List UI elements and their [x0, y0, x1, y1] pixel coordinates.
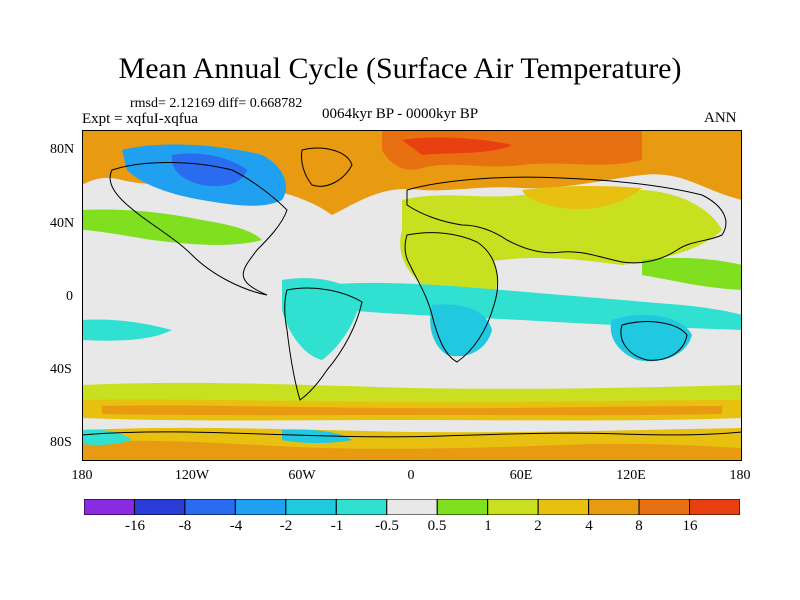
lon-label-120e: 120E — [616, 468, 646, 483]
colorbar-label: -1 — [330, 518, 344, 534]
coastline-greenland — [301, 147, 353, 187]
coastline-eurasia — [406, 176, 727, 264]
lon-label-180w: 180 — [71, 468, 93, 483]
colorbar-swatch — [285, 499, 337, 515]
colorbar-label: 16 — [682, 518, 698, 534]
chart-title: Mean Annual Cycle (Surface Air Temperatu… — [118, 52, 682, 85]
colorbar-label: 1 — [484, 518, 492, 534]
colorbar-swatch — [184, 499, 236, 515]
colorbar-swatch — [386, 499, 438, 515]
colorbar-swatch — [335, 499, 388, 515]
coastline-africa — [404, 232, 499, 363]
colorbar-label: 8 — [635, 518, 643, 534]
coastline-north-america — [109, 162, 288, 296]
southern-ocean-hot-band — [102, 405, 722, 416]
lat-label-0: 0 — [66, 289, 73, 304]
colorbar-label: -2 — [279, 518, 293, 534]
season-label: ANN — [704, 110, 737, 126]
stats-text: rmsd= 2.12169 diff= 0.668782 — [130, 96, 303, 111]
lon-label-60w: 60W — [288, 468, 316, 483]
pacific-cool-region — [82, 319, 172, 341]
colorbar-swatch — [487, 499, 539, 515]
map-frame — [82, 130, 742, 461]
canada-deep-cool-region — [171, 153, 247, 187]
lat-label-40n: 40N — [50, 216, 75, 231]
colorbar-swatch — [689, 499, 740, 515]
lon-label-180e: 180 — [729, 468, 751, 483]
colorbar-label: 0.5 — [427, 518, 447, 534]
australia-cool-region — [610, 315, 692, 362]
lon-label-60e: 60E — [509, 468, 533, 483]
asia-orange-region — [522, 185, 642, 210]
colorbar-swatch — [84, 499, 135, 515]
lon-label-120w: 120W — [174, 468, 210, 483]
colorbar-swatch — [537, 499, 590, 515]
antarctic-cool-patch — [82, 429, 132, 445]
africa-warm-region — [400, 228, 498, 302]
lat-label-80n: 80N — [50, 142, 75, 157]
coastline-antarctica — [82, 431, 742, 438]
coastline-south-america — [284, 287, 363, 401]
antarctic-cool-patch-2 — [282, 429, 352, 443]
lon-label-0: 0 — [407, 468, 415, 483]
colorbar-label: -4 — [229, 518, 243, 534]
colorbar-label: -16 — [125, 518, 145, 534]
experiment-label: Expt = xqfuI-xqfua — [82, 111, 198, 127]
colorbar-swatch — [133, 499, 186, 515]
colorbar-label: 4 — [585, 518, 593, 534]
colorbar-swatch — [588, 499, 640, 515]
colorbar-label: -8 — [178, 518, 192, 534]
colorbar-swatches — [84, 499, 740, 515]
coastlines — [82, 147, 742, 438]
north-america-mild-region — [82, 209, 262, 245]
colorbar-swatch — [638, 499, 691, 515]
colorbar-swatch — [436, 499, 489, 515]
colorbar-swatch — [234, 499, 287, 515]
lat-label-80s: 80S — [50, 435, 72, 450]
colorbar — [84, 499, 740, 515]
coastline-australia — [620, 321, 688, 361]
period-label: 0064kyr BP - 0000kyr BP — [322, 106, 479, 122]
lat-label-40s: 40S — [50, 362, 72, 377]
pacific-mild-region — [642, 257, 742, 290]
colorbar-label: 2 — [534, 518, 542, 534]
anomaly-map — [82, 130, 742, 461]
antarctic-hot-region — [82, 440, 742, 461]
colorbar-label: -0.5 — [375, 518, 399, 534]
arctic-hot-region-2 — [402, 137, 512, 155]
